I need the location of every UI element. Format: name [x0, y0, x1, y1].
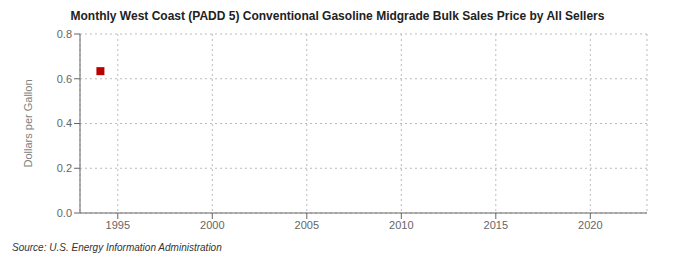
html-text:Monthly West Coast (PADD 5) Co: Monthly West Coast (PADD 5) Conventional… — [70, 9, 605, 23]
svg-text:2015: 2015 — [484, 219, 508, 231]
svg-text:0.2: 0.2 — [57, 162, 72, 174]
svg-text:2020: 2020 — [578, 219, 602, 231]
svg-text:Dollars per Gallon: Dollars per Gallon — [22, 79, 34, 167]
svg-text:2010: 2010 — [389, 219, 413, 231]
svg-text:1995: 1995 — [106, 219, 130, 231]
svg-text:0.8: 0.8 — [57, 28, 72, 40]
svg-text:2000: 2000 — [200, 219, 224, 231]
html-text:Source: U.S. Energy Informatio: Source: U.S. Energy Information Administ… — [12, 242, 222, 253]
svg-text:0.0: 0.0 — [57, 207, 72, 219]
svg-text:0.6: 0.6 — [57, 73, 72, 85]
svg-text:0.4: 0.4 — [57, 117, 72, 129]
svg-text:2005: 2005 — [295, 219, 319, 231]
